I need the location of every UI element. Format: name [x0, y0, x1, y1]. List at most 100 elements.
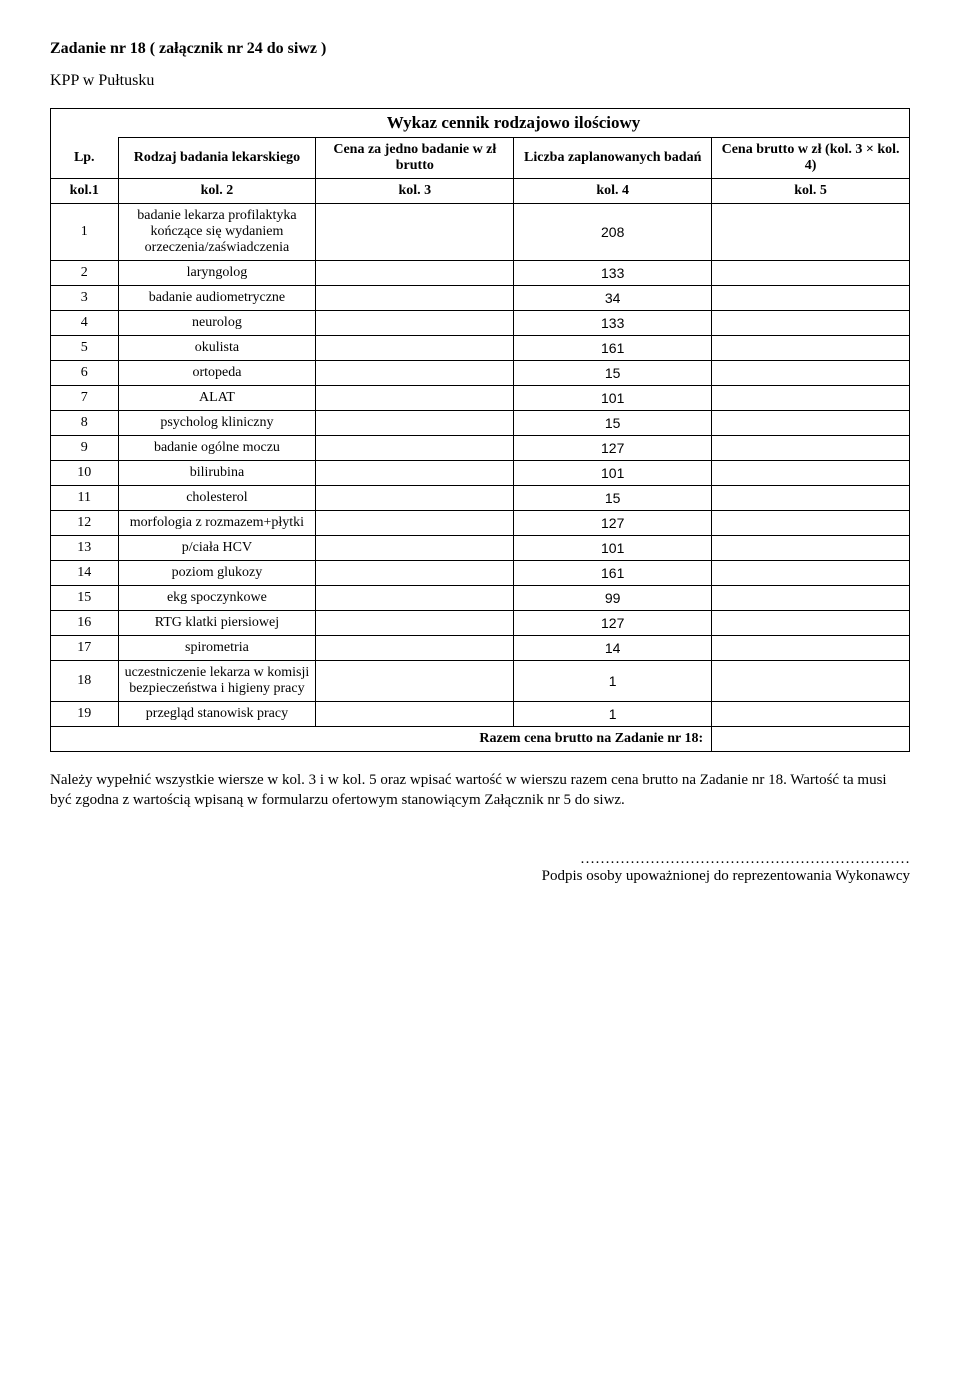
- row-name: przegląd stanowisk pracy: [118, 702, 316, 727]
- hdr-rodzaj: Rodzaj badania lekarskiego: [118, 138, 316, 179]
- table-row: 15ekg spoczynkowe99: [51, 586, 910, 611]
- row-brutto: [712, 611, 910, 636]
- table-row: 2laryngolog 133: [51, 261, 910, 286]
- table-row: 1badanie lekarza profilaktyka kończące s…: [51, 204, 910, 261]
- razem-value: [712, 727, 910, 752]
- table-row: 14poziom glukozy161: [51, 561, 910, 586]
- row-liczba: 101: [514, 461, 712, 486]
- row-lp: 2: [51, 261, 119, 286]
- kol1: kol.1: [51, 179, 119, 204]
- row-brutto: [712, 361, 910, 386]
- row-brutto: [712, 311, 910, 336]
- row-lp: 19: [51, 702, 119, 727]
- row-lp: 14: [51, 561, 119, 586]
- row-brutto: [712, 204, 910, 261]
- row-liczba: 127: [514, 611, 712, 636]
- row-lp: 10: [51, 461, 119, 486]
- row-cena: [316, 261, 514, 286]
- table-row: 18uczestniczenie lekarza w komisji bezpi…: [51, 661, 910, 702]
- table-heading: Wykaz cennik rodzajowo ilościowy: [118, 109, 910, 138]
- row-liczba: 208: [514, 204, 712, 261]
- row-brutto: [712, 536, 910, 561]
- row-name: neurolog: [118, 311, 316, 336]
- row-brutto: [712, 636, 910, 661]
- row-brutto: [712, 386, 910, 411]
- row-lp: 6: [51, 361, 119, 386]
- kol5: kol. 5: [712, 179, 910, 204]
- row-name: okulista: [118, 336, 316, 361]
- table-row: 16RTG klatki piersiowej127: [51, 611, 910, 636]
- row-cena: [316, 661, 514, 702]
- table-row: 8psycholog kliniczny15: [51, 411, 910, 436]
- row-brutto: [712, 486, 910, 511]
- row-name: badanie ogólne moczu: [118, 436, 316, 461]
- row-brutto: [712, 461, 910, 486]
- row-cena: [316, 411, 514, 436]
- table-row: 12morfologia z rozmazem+płytki 127: [51, 511, 910, 536]
- hdr-lp: Lp.: [51, 138, 119, 179]
- table-row: 13p/ciała HCV101: [51, 536, 910, 561]
- row-lp: 15: [51, 586, 119, 611]
- row-liczba: 15: [514, 361, 712, 386]
- kol3: kol. 3: [316, 179, 514, 204]
- row-liczba: 15: [514, 486, 712, 511]
- row-lp: 1: [51, 204, 119, 261]
- row-cena: [316, 486, 514, 511]
- row-lp: 17: [51, 636, 119, 661]
- hdr-liczba: Liczba zaplanowanych badań: [514, 138, 712, 179]
- row-name: bilirubina: [118, 461, 316, 486]
- table-row: 9badanie ogólne moczu 127: [51, 436, 910, 461]
- footer-text: Należy wypełnić wszystkie wiersze w kol.…: [50, 770, 910, 811]
- row-lp: 7: [51, 386, 119, 411]
- row-lp: 3: [51, 286, 119, 311]
- row-brutto: [712, 436, 910, 461]
- row-cena: [316, 311, 514, 336]
- table-row: 5okulista161: [51, 336, 910, 361]
- row-liczba: 161: [514, 336, 712, 361]
- table-row: 6ortopeda15: [51, 361, 910, 386]
- row-cena: [316, 361, 514, 386]
- row-name: morfologia z rozmazem+płytki: [118, 511, 316, 536]
- row-liczba: 127: [514, 511, 712, 536]
- row-lp: 16: [51, 611, 119, 636]
- row-liczba: 101: [514, 536, 712, 561]
- row-name: laryngolog: [118, 261, 316, 286]
- row-liczba: 34: [514, 286, 712, 311]
- table-row: 3badanie audiometryczne 34: [51, 286, 910, 311]
- row-liczba: 14: [514, 636, 712, 661]
- row-brutto: [712, 561, 910, 586]
- row-liczba: 127: [514, 436, 712, 461]
- row-cena: [316, 611, 514, 636]
- row-name: uczestniczenie lekarza w komisji bezpiec…: [118, 661, 316, 702]
- row-liczba: 133: [514, 261, 712, 286]
- row-cena: [316, 336, 514, 361]
- row-name: p/ciała HCV: [118, 536, 316, 561]
- row-brutto: [712, 286, 910, 311]
- row-cena: [316, 636, 514, 661]
- row-liczba: 99: [514, 586, 712, 611]
- row-brutto: [712, 661, 910, 702]
- row-cena: [316, 386, 514, 411]
- row-name: badanie audiometryczne: [118, 286, 316, 311]
- row-liczba: 1: [514, 702, 712, 727]
- page-subtitle: KPP w Pułtusku: [50, 72, 910, 90]
- main-table: Wykaz cennik rodzajowo ilościowy Lp. Rod…: [50, 108, 910, 752]
- row-cena: [316, 586, 514, 611]
- row-name: psycholog kliniczny: [118, 411, 316, 436]
- row-lp: 18: [51, 661, 119, 702]
- kol4: kol. 4: [514, 179, 712, 204]
- table-row: 17spirometria14: [51, 636, 910, 661]
- table-row: 7ALAT101: [51, 386, 910, 411]
- page-title: Zadanie nr 18 ( załącznik nr 24 do siwz …: [50, 40, 910, 58]
- row-lp: 12: [51, 511, 119, 536]
- row-liczba: 15: [514, 411, 712, 436]
- signature-label: Podpis osoby upoważnionej do reprezentow…: [50, 868, 910, 885]
- row-brutto: [712, 586, 910, 611]
- row-name: ALAT: [118, 386, 316, 411]
- row-liczba: 161: [514, 561, 712, 586]
- row-cena: [316, 511, 514, 536]
- row-lp: 9: [51, 436, 119, 461]
- row-lp: 4: [51, 311, 119, 336]
- row-liczba: 133: [514, 311, 712, 336]
- row-lp: 11: [51, 486, 119, 511]
